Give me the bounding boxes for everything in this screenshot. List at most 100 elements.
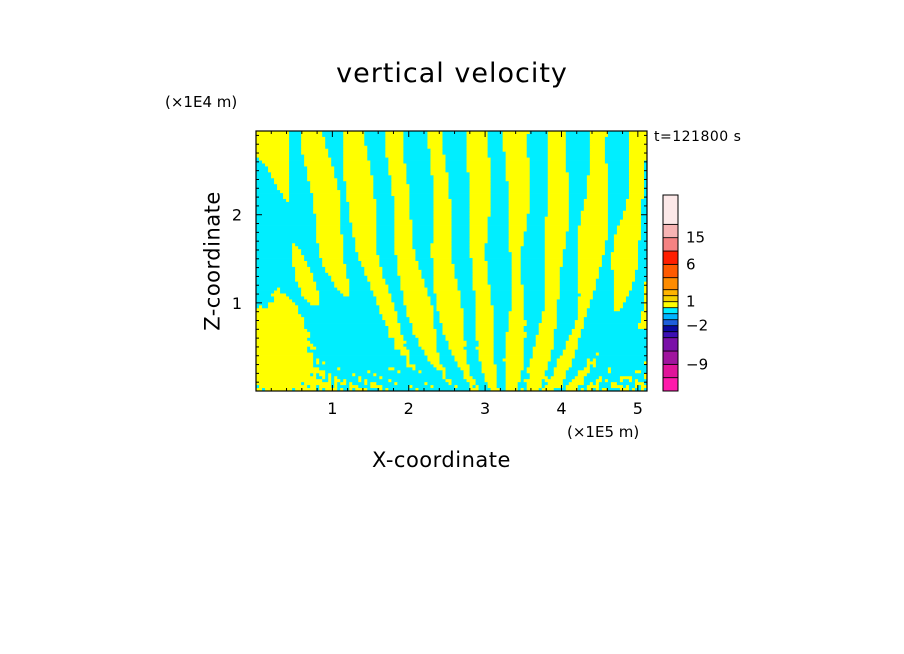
downdraft-cell <box>598 388 603 391</box>
downdraft-cell <box>319 293 344 297</box>
updraft-cell <box>544 275 561 280</box>
downdraft-cell <box>289 151 302 156</box>
updraft-cell <box>511 255 522 259</box>
updraft-cell <box>475 346 495 351</box>
updraft-cell <box>610 385 624 389</box>
updraft-cell <box>484 379 498 383</box>
downdraft-cell <box>430 296 437 300</box>
downdraft-cell <box>607 379 621 383</box>
downdraft-cell <box>571 364 588 368</box>
downdraft-cell <box>256 175 272 179</box>
downdraft-cell <box>568 187 588 191</box>
updraft-cell <box>508 207 531 212</box>
downdraft-cell <box>643 187 647 191</box>
updraft-cell <box>577 255 603 259</box>
updraft-cell <box>505 349 525 353</box>
downdraft-cell <box>442 133 467 138</box>
downdraft-cell <box>418 388 470 391</box>
downdraft-cell <box>607 196 630 200</box>
downdraft-cell <box>256 166 269 170</box>
updraft-cell <box>547 210 570 215</box>
updraft-cell <box>433 228 452 232</box>
updraft-cell <box>328 373 332 377</box>
updraft-cell <box>526 382 543 386</box>
updraft-cell <box>508 213 528 218</box>
downdraft-cell <box>643 172 647 176</box>
downdraft-cell <box>604 148 630 153</box>
downdraft-cell <box>577 346 647 351</box>
downdraft-cell <box>406 181 434 185</box>
downdraft-cell <box>337 181 347 185</box>
downdraft-cell <box>571 361 588 365</box>
downdraft-cell <box>520 266 546 271</box>
downdraft-cell <box>433 323 443 327</box>
downdraft-cell <box>463 314 476 318</box>
updraft-cell <box>505 166 531 170</box>
downdraft-cell <box>583 376 600 380</box>
downdraft-cell <box>256 237 317 241</box>
updraft-cell <box>610 263 639 268</box>
downdraft-cell <box>565 148 591 153</box>
colorbar-level <box>662 289 679 297</box>
updraft-cell <box>532 355 552 359</box>
updraft-cell <box>475 385 479 389</box>
updraft-cell <box>589 157 606 161</box>
updraft-cell <box>628 163 645 167</box>
downdraft-cell <box>565 151 591 156</box>
downdraft-cell <box>529 190 549 194</box>
updraft-cell <box>469 388 479 391</box>
downdraft-cell <box>301 249 320 253</box>
downdraft-cell <box>319 290 341 294</box>
downdraft-cell <box>370 163 389 167</box>
updraft-cell <box>595 352 600 356</box>
downdraft-cell <box>619 308 645 312</box>
updraft-cell <box>544 385 564 389</box>
updraft-cell <box>400 287 428 291</box>
updraft-cell <box>394 246 413 250</box>
updraft-cell <box>283 196 290 200</box>
updraft-cell <box>529 361 549 365</box>
updraft-cell <box>640 320 647 324</box>
updraft-cell <box>256 142 290 147</box>
downdraft-cell <box>493 352 507 356</box>
updraft-cell <box>580 219 609 223</box>
downdraft-cell <box>565 160 591 164</box>
downdraft-cell <box>256 157 260 161</box>
updraft-cell <box>301 151 329 156</box>
updraft-cell <box>430 160 446 164</box>
updraft-cell <box>376 302 395 306</box>
downdraft-cell <box>256 261 293 265</box>
downdraft-cell <box>487 139 504 144</box>
updraft-cell <box>319 249 344 253</box>
downdraft-cell <box>400 331 413 336</box>
updraft-cell <box>469 237 488 241</box>
downdraft-cell <box>529 172 549 176</box>
downdraft-cell <box>595 287 615 291</box>
downdraft-cell <box>484 246 510 250</box>
updraft-cell <box>595 388 600 391</box>
updraft-cell <box>577 302 591 306</box>
updraft-cell <box>427 131 443 135</box>
updraft-cell <box>544 228 570 232</box>
downdraft-cell <box>529 157 549 161</box>
downdraft-cell <box>562 382 570 386</box>
updraft-cell <box>505 376 522 380</box>
downdraft-cell <box>520 281 546 286</box>
updraft-cell <box>511 266 522 271</box>
downdraft-cell <box>298 308 380 312</box>
downdraft-cell <box>490 157 507 161</box>
downdraft-cell <box>526 222 546 226</box>
downdraft-cell <box>316 376 323 380</box>
updraft-cell <box>508 219 528 223</box>
updraft-cell <box>268 169 290 173</box>
downdraft-cell <box>298 305 380 309</box>
downdraft-cell <box>496 364 507 368</box>
updraft-cell <box>442 331 464 336</box>
updraft-cell <box>256 358 314 362</box>
updraft-cell <box>265 163 290 167</box>
downdraft-cell <box>607 213 624 218</box>
colorbar-level <box>662 237 679 252</box>
updraft-cell <box>256 370 326 374</box>
downdraft-cell <box>313 361 317 365</box>
downdraft-cell <box>451 225 470 229</box>
